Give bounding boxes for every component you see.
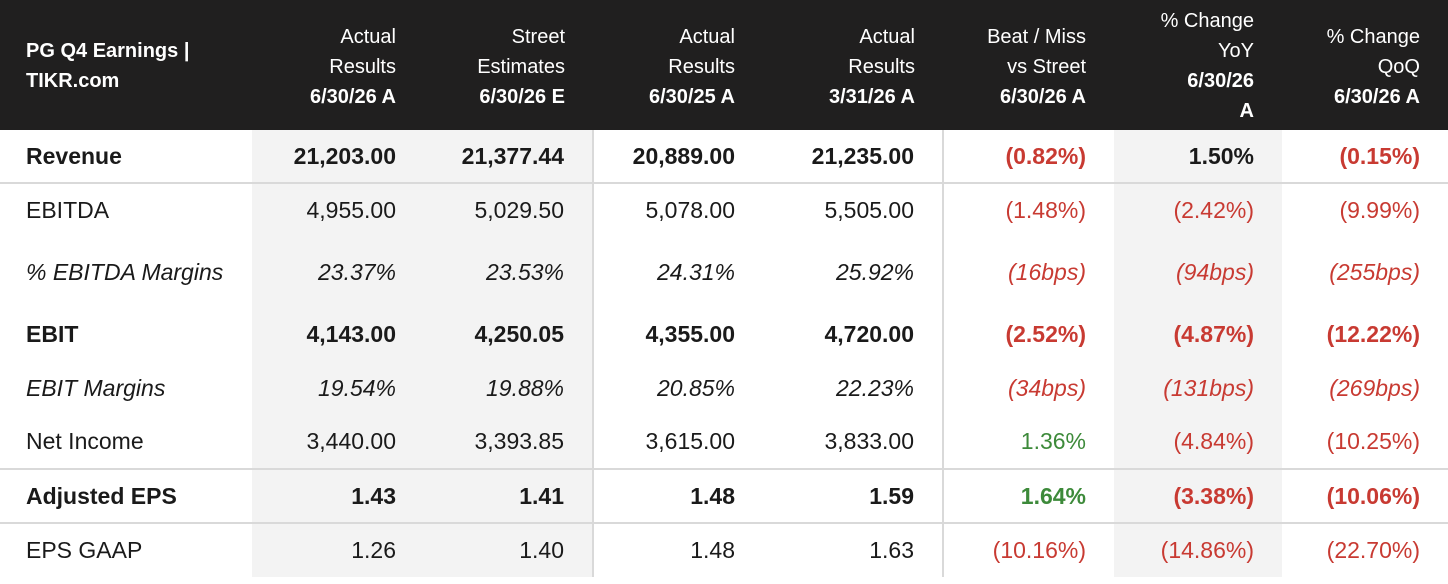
table-cell: 1.59 bbox=[763, 469, 943, 524]
table-cell: 5,078.00 bbox=[592, 183, 763, 237]
table-cell: 19.88% bbox=[424, 361, 593, 415]
table-cell: 1.48 bbox=[592, 523, 763, 577]
table-cell: 3,393.85 bbox=[424, 415, 593, 470]
table-cell: 4,955.00 bbox=[252, 183, 424, 237]
table-cell: 20.85% bbox=[592, 361, 763, 415]
table-cell: (22.70%) bbox=[1326, 537, 1420, 563]
title-line-1: PG Q4 Earnings | bbox=[26, 40, 190, 62]
col-header-beat-miss: Beat / Miss vs Street 6/30/26 A bbox=[943, 0, 1114, 130]
table-row-eps-gaap: EPS GAAP 1.26 1.40 1.48 1.63 (10.16%) (1… bbox=[0, 523, 1448, 577]
row-label: Adjusted EPS bbox=[0, 469, 252, 524]
table-cell: 1.36% bbox=[942, 415, 1114, 470]
table-cell: 4,720.00 bbox=[824, 320, 914, 347]
table-row-ebit-margins: EBIT Margins 19.54% 19.88% 20.85% 22.23%… bbox=[0, 361, 1448, 415]
table-cell: (10.25%) bbox=[1282, 415, 1448, 470]
table-cell: 4,355.00 bbox=[592, 307, 763, 361]
table-cell: 23.37% bbox=[252, 237, 424, 307]
row-label: % EBITDA Margins bbox=[26, 259, 224, 285]
table-row-ebit: EBIT 4,143.00 4,250.05 4,355.00 4,720.00… bbox=[0, 307, 1448, 361]
col-header-change-qoq: % Change QoQ 6/30/26 A bbox=[1282, 0, 1448, 130]
table-cell: (2.52%) bbox=[942, 307, 1114, 361]
table-cell: (4.84%) bbox=[1114, 415, 1282, 470]
col-header-actual-prior-quarter: Actual Results 3/31/26 A bbox=[763, 0, 943, 130]
table-cell: 3,833.00 bbox=[763, 415, 943, 470]
table-cell: 20,889.00 bbox=[592, 130, 763, 184]
table-cell: 1.40 bbox=[424, 523, 593, 577]
table-cell: 25.92% bbox=[835, 259, 914, 285]
table-cell: (2.42%) bbox=[1114, 183, 1282, 237]
col-header-change-yoy: % Change YoY 6/30/26 A bbox=[1114, 0, 1282, 130]
header-row: PG Q4 Earnings | TIKR.com Actual Results… bbox=[0, 0, 1448, 130]
table-title: PG Q4 Earnings | TIKR.com bbox=[0, 0, 252, 130]
title-line-2: TIKR.com bbox=[26, 70, 120, 92]
table-cell: 1.50% bbox=[1114, 130, 1282, 184]
col-header-street-estimates: Street Estimates 6/30/26 E bbox=[424, 0, 593, 130]
table-cell: 5,029.50 bbox=[424, 183, 593, 237]
table-cell: (94bps) bbox=[1114, 237, 1282, 307]
col-header-actual-prior-year: Actual Results 6/30/25 A bbox=[593, 0, 763, 130]
table-cell: 21,377.44 bbox=[424, 130, 593, 184]
table-cell: 4,250.05 bbox=[424, 307, 593, 361]
table-row-revenue: Revenue 21,203.00 21,377.44 20,889.00 21… bbox=[0, 130, 1448, 184]
table-cell: (12.22%) bbox=[1326, 320, 1420, 347]
table-cell: (16bps) bbox=[942, 237, 1114, 307]
table-row-ebitda: EBITDA 4,955.00 5,029.50 5,078.00 5,505.… bbox=[0, 183, 1448, 237]
table-cell: 1.26 bbox=[252, 523, 424, 577]
table-cell: 1.41 bbox=[424, 469, 593, 524]
table-cell: 3,440.00 bbox=[252, 415, 424, 470]
table-cell: 4,143.00 bbox=[252, 307, 424, 361]
row-label: Net Income bbox=[0, 415, 252, 470]
table-row-net-income: Net Income 3,440.00 3,393.85 3,615.00 3,… bbox=[0, 415, 1448, 470]
table-cell: (4.87%) bbox=[1114, 307, 1282, 361]
row-label: EBIT bbox=[26, 320, 79, 347]
col-header-actual-q2-26: Actual Results 6/30/26 A bbox=[252, 0, 424, 130]
table-cell: 19.54% bbox=[252, 361, 424, 415]
table-cell: (34bps) bbox=[942, 361, 1114, 415]
table-row-adjusted-eps: Adjusted EPS 1.43 1.41 1.48 1.59 1.64% (… bbox=[0, 469, 1448, 524]
table-cell: 1.43 bbox=[252, 469, 424, 524]
table-cell: 21,203.00 bbox=[252, 130, 424, 184]
table-cell: 1.64% bbox=[942, 469, 1114, 524]
table-cell: (0.15%) bbox=[1282, 130, 1448, 184]
row-label: EBITDA bbox=[26, 197, 110, 223]
table-cell: (1.48%) bbox=[942, 183, 1114, 237]
table-cell: 1.48 bbox=[592, 469, 763, 524]
table-cell: 21,235.00 bbox=[763, 130, 943, 184]
table-cell: (9.99%) bbox=[1339, 197, 1420, 223]
table-cell: (10.16%) bbox=[942, 523, 1114, 577]
table-cell: (131bps) bbox=[1114, 361, 1282, 415]
table-cell: (255bps) bbox=[1329, 259, 1420, 285]
table-cell: (10.06%) bbox=[1282, 469, 1448, 524]
table-row-ebitda-margins: % EBITDA Margins 23.37% 23.53% 24.31% 25… bbox=[0, 237, 1448, 307]
table-cell: 22.23% bbox=[835, 374, 914, 401]
table-cell: 5,505.00 bbox=[824, 197, 914, 223]
table-cell: 3,615.00 bbox=[592, 415, 763, 470]
row-label: Revenue bbox=[0, 130, 252, 184]
table-cell: (14.86%) bbox=[1114, 523, 1282, 577]
table-cell: 1.63 bbox=[869, 537, 914, 563]
row-label: EPS GAAP bbox=[26, 537, 143, 563]
table-cell: (3.38%) bbox=[1114, 469, 1282, 524]
row-label: EBIT Margins bbox=[26, 374, 166, 401]
table-cell: (0.82%) bbox=[942, 130, 1114, 184]
table-cell: 24.31% bbox=[592, 237, 763, 307]
table-cell: (269bps) bbox=[1329, 374, 1420, 401]
table-cell: 23.53% bbox=[424, 237, 593, 307]
